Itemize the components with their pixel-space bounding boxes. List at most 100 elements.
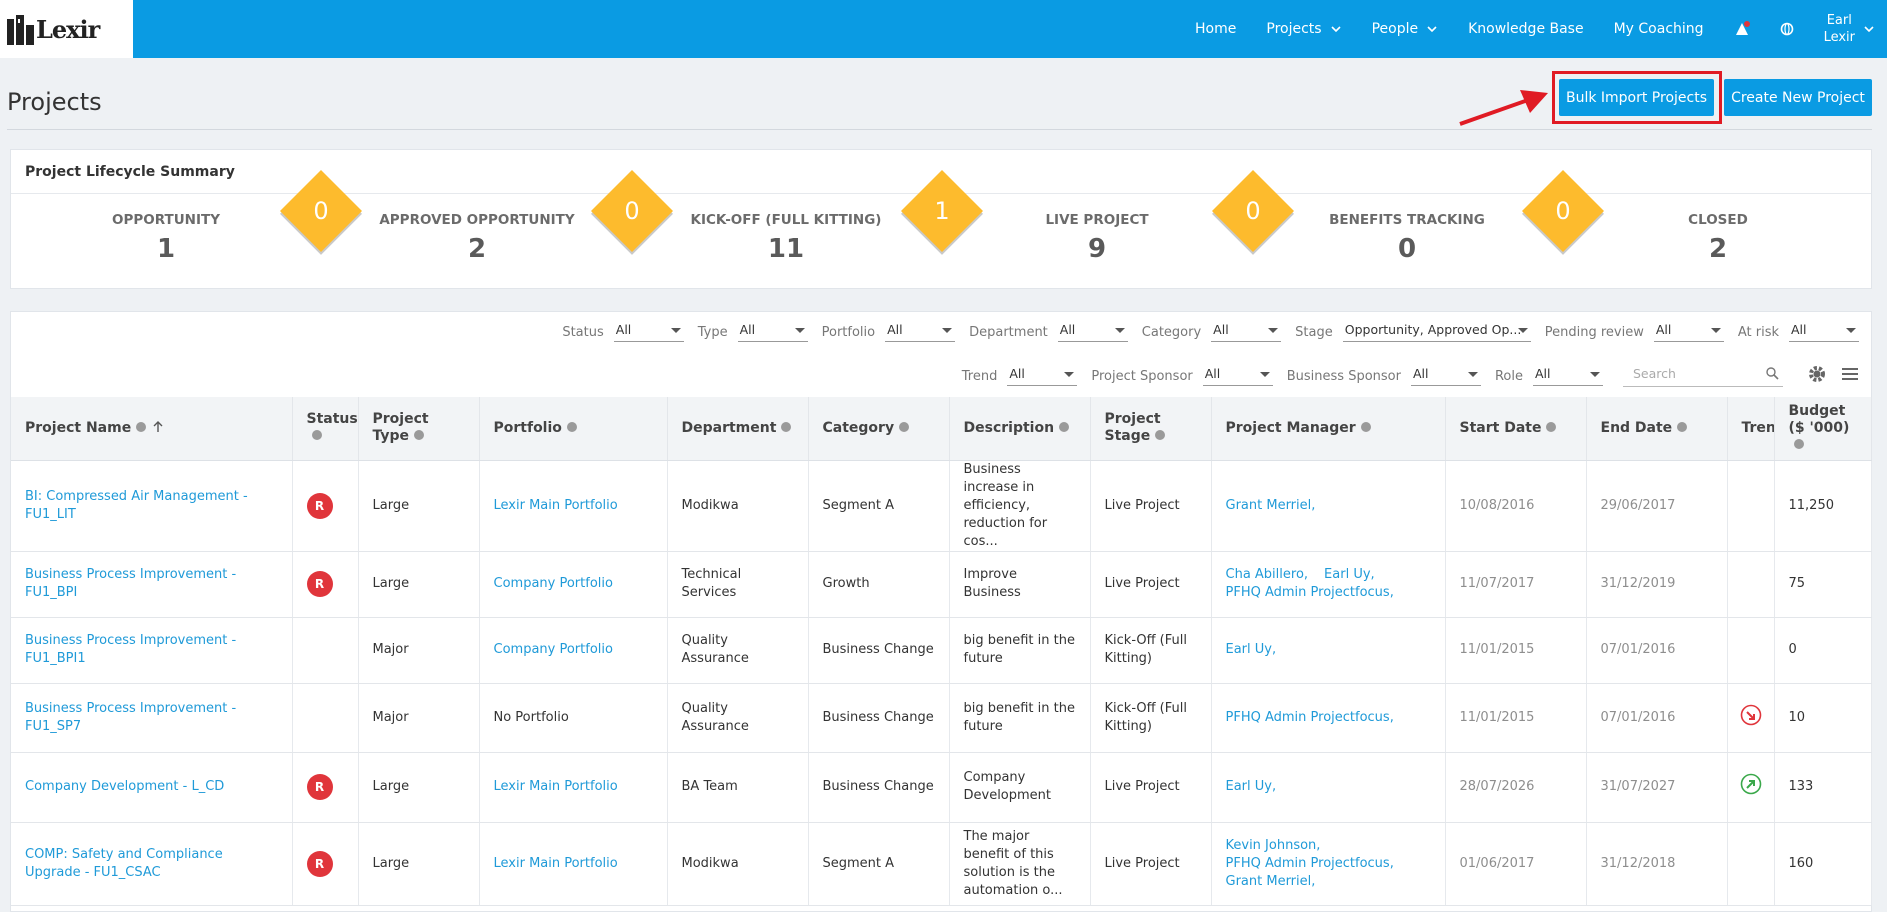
info-icon — [136, 421, 147, 432]
stage-label: APPROVED OPPORTUNITY — [379, 212, 575, 228]
trend-up — [1740, 773, 1761, 795]
create-project-button[interactable]: Create New Project — [1724, 79, 1872, 116]
cell-text: Company Development — [963, 770, 1052, 803]
search-box[interactable]: Search — [1623, 366, 1783, 387]
bulk-import-button[interactable]: Bulk Import Projects — [1559, 79, 1714, 116]
cell-text[interactable]: Company Portfolio — [493, 576, 613, 591]
filter-select[interactable]: All — [1202, 366, 1273, 386]
filter[interactable]: Stage Opportunity, Approved Op... — [1295, 322, 1531, 342]
logo[interactable]: Lexir — [0, 0, 133, 58]
manager-link[interactable]: Earl Uy, — [1324, 567, 1375, 582]
cell-text[interactable]: Lexir Main Portfolio — [493, 497, 618, 513]
manager-link[interactable]: Kevin Johnson, — [1225, 837, 1321, 853]
manager-link[interactable]: Grant Merriel, — [1225, 873, 1316, 889]
cell-text[interactable]: Business Process Improvement - FU1_BPI — [25, 567, 237, 600]
table-cell: Grant Merriel, — [1211, 460, 1446, 552]
manager-link[interactable]: Earl Uy, — [1225, 642, 1277, 657]
user-menu[interactable]: Earl Lexir — [1824, 12, 1875, 46]
filter[interactable]: Department All — [969, 322, 1128, 342]
cell-text[interactable]: Business Process Improvement - FU1_BPI1 — [25, 633, 237, 666]
table-cell: 07/01/2016 — [1586, 617, 1728, 684]
info-icon — [1155, 430, 1166, 441]
filter[interactable]: Pending review All — [1545, 322, 1724, 342]
filter-label: Trend — [961, 368, 998, 384]
filter-select[interactable]: All — [885, 322, 956, 342]
table-cell: Technical Services — [667, 551, 809, 618]
column-header[interactable]: Portfolio — [479, 397, 668, 461]
table-cell: 31/07/2027 — [1586, 752, 1728, 823]
nav-item[interactable]: Home — [1195, 21, 1236, 37]
notifications[interactable] — [1734, 21, 1750, 37]
cell-text: Live Project — [1104, 855, 1180, 871]
table-cell: 75 — [1774, 551, 1872, 618]
table-cell: BI: Compressed Air Management - FU1_LIT — [11, 460, 293, 552]
table-cell: Business Process Improvement - FU1_BPI — [11, 551, 293, 618]
filter-select[interactable]: All — [1007, 366, 1078, 386]
transition-count: 1 — [934, 197, 950, 225]
filter[interactable]: Category All — [1142, 322, 1282, 342]
lifecycle-summary: Project Lifecycle Summary OPPORTUNITY 1 AP… — [10, 149, 1872, 289]
filter-select[interactable]: All — [737, 322, 808, 342]
table-cell: Company Development - L_CD — [11, 752, 293, 823]
column-label: Department — [681, 419, 777, 436]
language[interactable] — [1780, 22, 1794, 36]
manager-link[interactable]: PFHQ Admin Projectfocus, — [1225, 585, 1394, 600]
filter-select[interactable]: All — [613, 322, 684, 342]
column-header[interactable]: Project Manager — [1211, 397, 1446, 461]
cell-text[interactable]: COMP: Safety and Compliance Upgrade - FU… — [25, 846, 223, 880]
manager-link[interactable]: PFHQ Admin Projectfocus, — [1225, 855, 1394, 871]
table-cell: COMP: Safety and Compliance Upgrade - FU… — [11, 822, 293, 906]
filter-select[interactable]: Opportunity, Approved Op... — [1342, 322, 1531, 342]
cell-text[interactable]: Lexir Main Portfolio — [493, 779, 618, 794]
nav-item[interactable]: People — [1372, 21, 1439, 37]
filter-select[interactable]: All — [1533, 366, 1603, 386]
filter[interactable]: Portfolio All — [822, 322, 956, 342]
filter[interactable]: Business Sponsor All — [1287, 366, 1481, 386]
cell-text: Segment A — [822, 497, 895, 513]
cell-text[interactable]: Lexir Main Portfolio — [493, 855, 618, 871]
table-cell: Cha Abillero, Earl Uy, PFHQ Admin Projectf… — [1211, 551, 1446, 618]
filter[interactable]: At risk All — [1738, 322, 1859, 342]
filter-select[interactable]: All — [1410, 366, 1481, 386]
filter-select[interactable]: All — [1789, 322, 1859, 342]
filter-select[interactable]: All — [1211, 322, 1282, 342]
filter[interactable]: Type All — [698, 322, 808, 342]
filter-select[interactable]: All — [1653, 322, 1724, 342]
settings-button[interactable] — [1807, 364, 1827, 388]
cell-text: Quality Assurance — [681, 633, 749, 666]
column-header[interactable]: Start Date — [1445, 397, 1587, 461]
cell-text: 11,250 — [1788, 497, 1835, 513]
cell-text[interactable]: Company Development - L_CD — [25, 779, 225, 794]
column-header[interactable]: End Date — [1586, 397, 1728, 461]
column-header[interactable]: Trend — [1727, 397, 1775, 461]
cell-text: Live Project — [1104, 779, 1180, 794]
cell-text[interactable]: Company Portfolio — [493, 642, 613, 657]
column-header[interactable]: Description — [949, 397, 1091, 461]
stage-label: CLOSED — [1688, 212, 1748, 228]
filter-select[interactable]: All — [1057, 322, 1128, 342]
nav-item[interactable]: My Coaching — [1614, 21, 1704, 37]
filter[interactable]: Status All — [562, 322, 684, 342]
manager-link[interactable]: Earl Uy, — [1225, 779, 1277, 794]
column-header[interactable]: Department — [667, 397, 809, 461]
chevron — [1331, 26, 1341, 33]
filter[interactable]: Project Sponsor All — [1091, 366, 1273, 386]
column-header[interactable]: Project Stage — [1090, 397, 1212, 461]
manager-link[interactable]: Cha Abillero, — [1225, 567, 1309, 582]
manager-link[interactable]: PFHQ Admin Projectfocus, — [1225, 709, 1394, 725]
cell-text: Technical Services — [681, 567, 742, 600]
filter[interactable]: Role All — [1495, 366, 1603, 386]
manager-link[interactable]: Grant Merriel, — [1225, 497, 1316, 513]
nav-item[interactable]: Knowledge Base — [1468, 21, 1584, 37]
cell-text[interactable]: BI: Compressed Air Management - FU1_LIT — [25, 488, 248, 522]
column-header[interactable]: Project Type — [358, 397, 480, 461]
filter[interactable]: Trend All — [962, 366, 1078, 386]
column-header[interactable]: Project Name — [11, 397, 293, 461]
column-header[interactable]: Category — [808, 397, 950, 461]
table-cell: Segment A — [808, 460, 950, 552]
menu-button[interactable] — [1841, 365, 1859, 387]
cell-text[interactable]: Business Process Improvement - FU1_SP7 — [25, 700, 237, 734]
column-header[interactable]: Status — [292, 397, 359, 461]
column-header[interactable]: Budget ($ '000) — [1774, 397, 1872, 461]
nav-item[interactable]: Projects — [1266, 21, 1341, 37]
